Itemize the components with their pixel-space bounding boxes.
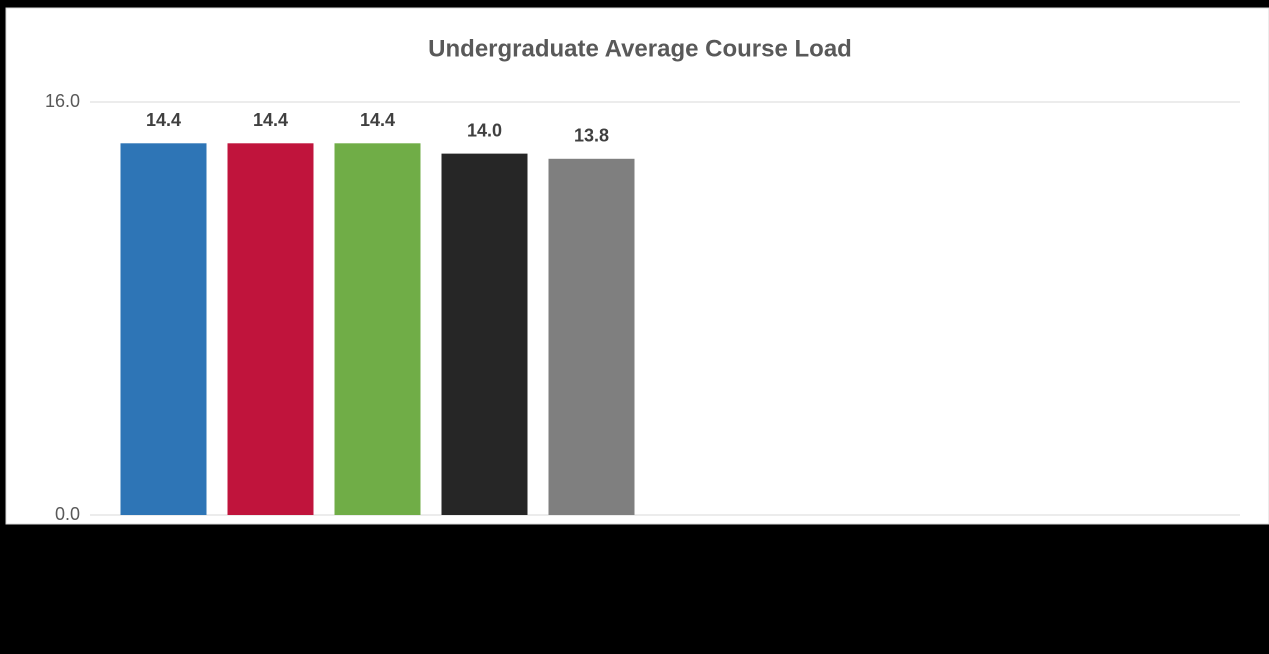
data-label: 13.8 (574, 126, 609, 146)
bar (334, 143, 421, 516)
bar (227, 143, 314, 516)
chart-title: Undergraduate Average Course Load (428, 35, 852, 62)
bar (441, 153, 528, 515)
chart-area (5, 7, 1269, 525)
bar (120, 143, 207, 516)
data-label: 14.4 (146, 110, 181, 130)
bar (548, 158, 635, 515)
data-label: 14.0 (467, 120, 502, 140)
data-label: 14.4 (360, 110, 395, 130)
y-tick-label: 0.0 (55, 504, 80, 524)
data-label: 14.4 (253, 110, 288, 130)
y-tick-label: 16.0 (45, 91, 80, 111)
